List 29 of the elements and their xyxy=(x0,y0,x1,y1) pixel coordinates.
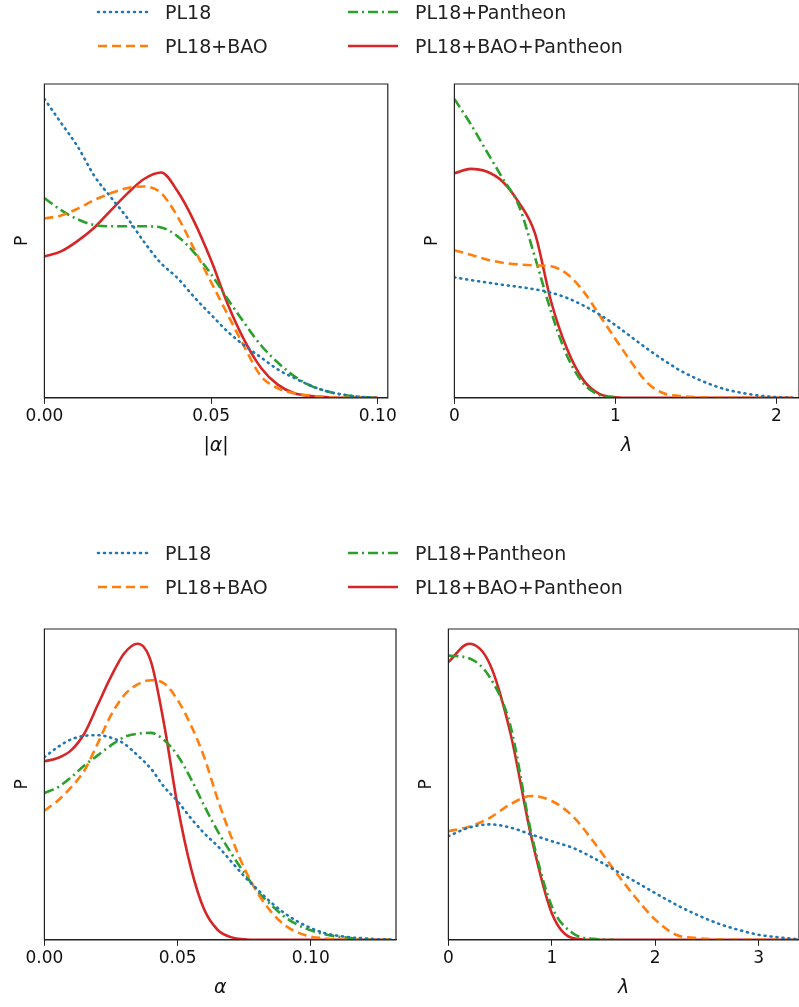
legend-label: PL18 xyxy=(165,542,212,564)
legend-label: PL18+BAO xyxy=(165,35,268,57)
legend-label: PL18+Pantheon xyxy=(415,542,567,564)
x-tick-label: 0 xyxy=(448,405,460,426)
legend-label: PL18+BAO+Pantheon xyxy=(415,576,623,598)
x-tick-label: 1 xyxy=(610,405,621,426)
x-tick-label: 2 xyxy=(771,405,782,426)
x-tick-label: 0.00 xyxy=(25,405,64,426)
x-tick-label: 0.10 xyxy=(291,947,330,968)
x-tick-label: 0.05 xyxy=(158,947,197,968)
x-tick-label: 2 xyxy=(649,947,661,968)
legend-label: PL18+BAO+Pantheon xyxy=(415,35,623,57)
legend-label: PL18+BAO xyxy=(165,576,268,598)
x-tick-label: 0.05 xyxy=(192,405,231,426)
x-tick-label: 0.00 xyxy=(25,947,64,968)
y-axis-title: P xyxy=(10,235,31,247)
x-tick-label: 1 xyxy=(546,947,558,968)
x-tick-label: 0 xyxy=(442,947,454,968)
x-axis-title: λ xyxy=(617,974,630,997)
x-axis-title: |α| xyxy=(203,432,229,456)
legend-label: PL18 xyxy=(165,1,212,23)
x-tick-label: 0.10 xyxy=(358,405,397,426)
legend-label: PL18+Pantheon xyxy=(415,1,567,23)
x-axis-title: α xyxy=(213,974,227,997)
y-axis-title: P xyxy=(420,235,441,247)
y-axis-title: P xyxy=(10,779,31,790)
x-axis-title: λ xyxy=(620,432,633,455)
x-tick-label: 3 xyxy=(753,947,765,968)
y-axis-title: P xyxy=(414,779,435,790)
